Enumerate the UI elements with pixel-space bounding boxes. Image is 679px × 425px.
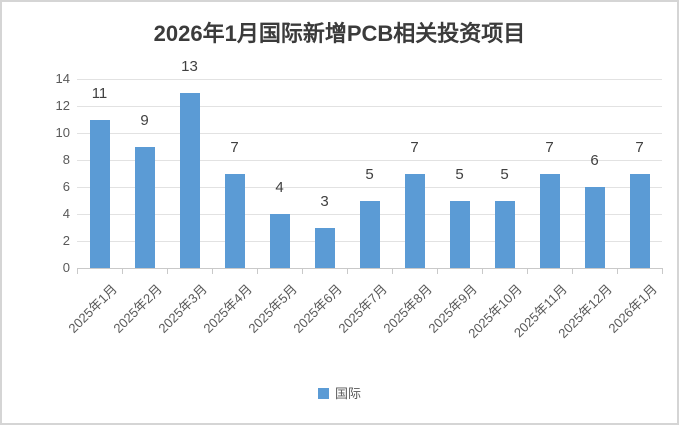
y-gridline — [77, 79, 662, 80]
x-axis-category-label: 2025年1月 — [64, 281, 120, 336]
legend-swatch-icon — [317, 387, 329, 399]
bar — [404, 173, 425, 268]
x-axis-tick — [617, 268, 618, 274]
y-axis-tick-label: 14 — [55, 71, 70, 86]
bar-data-label: 3 — [320, 192, 329, 210]
y-axis-tick-label: 4 — [62, 206, 70, 221]
x-axis-tick — [527, 268, 528, 274]
x-axis-line — [77, 268, 662, 269]
bar — [449, 200, 470, 268]
y-axis-tick-label: 10 — [55, 125, 70, 140]
x-axis-tick — [347, 268, 348, 274]
bar-data-label: 9 — [140, 111, 149, 129]
bar — [584, 187, 605, 268]
bar-data-label: 4 — [275, 179, 284, 196]
y-axis-tick-label: 0 — [62, 260, 70, 275]
bar-data-label: 6 — [590, 152, 599, 169]
x-axis-tick — [257, 268, 258, 274]
bar — [539, 173, 560, 268]
y-gridline — [77, 187, 662, 188]
x-axis-tick — [212, 268, 213, 274]
bar-data-label: 7 — [635, 138, 644, 156]
bar-data-label: 5 — [500, 165, 509, 183]
y-gridline — [77, 133, 662, 134]
bar-data-label: 11 — [91, 84, 108, 102]
bar — [269, 214, 290, 268]
bar-data-label: 7 — [410, 138, 419, 156]
chart-title: 2026年1月国际新增PCB相关投资项目 — [153, 21, 526, 46]
y-gridline — [77, 106, 662, 107]
x-axis-tick — [122, 268, 123, 274]
x-axis-tick — [482, 268, 483, 274]
x-axis-tick — [437, 268, 438, 274]
bar — [629, 173, 650, 268]
y-axis-tick-label: 6 — [62, 179, 70, 194]
bar — [359, 200, 380, 268]
bar-data-label: 13 — [181, 57, 198, 75]
bar-data-label: 5 — [365, 165, 374, 183]
y-axis-tick-label: 8 — [62, 152, 70, 167]
bar — [179, 92, 200, 268]
bar-data-label: 7 — [230, 138, 239, 156]
bar — [494, 200, 515, 268]
bar — [314, 227, 335, 268]
x-axis-tick — [392, 268, 393, 274]
bar-data-label: 7 — [545, 138, 554, 156]
x-axis-tick — [302, 268, 303, 274]
y-gridline — [77, 160, 662, 161]
legend: 国际 — [2, 385, 677, 401]
bar-data-label: 5 — [455, 165, 464, 183]
x-axis-tick — [662, 268, 663, 274]
legend-label: 国际 — [334, 385, 361, 401]
y-axis-tick-label: 12 — [55, 98, 70, 113]
y-axis-tick-label: 2 — [62, 233, 70, 248]
bar — [89, 119, 110, 268]
bar — [224, 173, 245, 268]
x-axis-tick — [77, 268, 78, 274]
x-axis-tick — [572, 268, 573, 274]
x-axis-tick — [167, 268, 168, 274]
bar — [134, 146, 155, 268]
